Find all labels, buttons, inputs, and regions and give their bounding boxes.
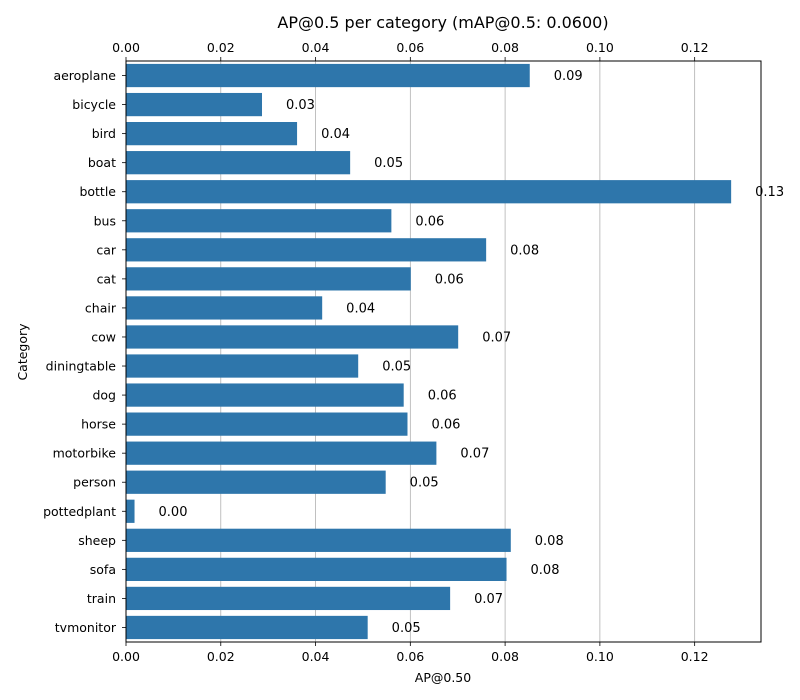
bar bbox=[126, 412, 408, 436]
data-label: 0.06 bbox=[435, 272, 464, 287]
y-tick-label: pottedplant bbox=[43, 504, 116, 519]
y-tick-label: tvmonitor bbox=[55, 620, 117, 635]
data-label: 0.00 bbox=[159, 505, 188, 520]
y-tick-label: person bbox=[73, 475, 116, 490]
bar bbox=[126, 615, 368, 640]
bar bbox=[126, 325, 459, 349]
bar bbox=[126, 586, 451, 611]
bar bbox=[126, 238, 487, 262]
chart-title: AP@0.5 per category (mAP@0.5: 0.0600) bbox=[277, 13, 608, 32]
y-tick-label: sofa bbox=[90, 562, 116, 577]
y-tick-label: boat bbox=[88, 155, 116, 170]
y-tick-label: motorbike bbox=[53, 446, 117, 461]
data-label: 0.05 bbox=[382, 360, 411, 375]
data-label: 0.07 bbox=[460, 447, 489, 462]
data-label: 0.04 bbox=[321, 127, 350, 142]
bars bbox=[126, 63, 732, 640]
bar bbox=[126, 92, 263, 117]
y-tick-label: chair bbox=[85, 300, 117, 315]
bar bbox=[126, 267, 411, 291]
x-tick-label-bottom: 0.06 bbox=[396, 649, 424, 664]
bar bbox=[126, 122, 298, 146]
x-tick-label-top: 0.10 bbox=[586, 40, 614, 55]
x-tick-label-bottom: 0.04 bbox=[302, 649, 330, 664]
y-tick-label: cat bbox=[97, 271, 117, 286]
plot-frame bbox=[125, 60, 762, 643]
data-label: 0.06 bbox=[428, 389, 457, 404]
data-label: 0.06 bbox=[415, 214, 444, 229]
data-labels: 0.09 0.03 0.04 0.05 0.13 0.06 0.08 0.06 0.04 0.07… bbox=[159, 69, 785, 636]
bar bbox=[126, 209, 392, 233]
y-tick-label: bus bbox=[94, 213, 116, 228]
bar bbox=[126, 557, 507, 581]
data-label: 0.03 bbox=[286, 98, 315, 113]
data-label: 0.05 bbox=[374, 156, 403, 171]
bar bbox=[126, 151, 351, 175]
bar bbox=[126, 499, 135, 523]
x-tick-label-bottom: 0.02 bbox=[207, 649, 235, 664]
y-tick-label: bicycle bbox=[72, 97, 116, 112]
data-label: 0.08 bbox=[535, 534, 564, 549]
y-tick-label: aeroplane bbox=[53, 68, 116, 83]
y-axis: aeroplane bicycle bird boat bottle bus car cat c… bbox=[43, 68, 126, 635]
x-tick-label-bottom: 0.10 bbox=[586, 649, 614, 664]
x-axis-label: AP@0.50 bbox=[415, 670, 471, 685]
data-label: 0.05 bbox=[392, 621, 421, 636]
data-label: 0.05 bbox=[410, 476, 439, 491]
x-tick-label-top: 0.06 bbox=[396, 40, 424, 55]
y-tick-label: cow bbox=[91, 329, 116, 344]
bar bbox=[126, 441, 437, 465]
y-axis-label: Category bbox=[15, 323, 30, 381]
data-label: 0.06 bbox=[431, 418, 460, 433]
y-tick-label: sheep bbox=[78, 533, 116, 548]
data-label: 0.07 bbox=[482, 330, 511, 345]
bar bbox=[126, 354, 359, 378]
data-label: 0.04 bbox=[346, 301, 375, 316]
x-tick-label-bottom: 0.00 bbox=[112, 649, 140, 664]
bar bbox=[126, 383, 404, 407]
data-label: 0.09 bbox=[554, 69, 583, 84]
bar bbox=[126, 63, 530, 88]
x-tick-label-top: 0.00 bbox=[112, 40, 140, 55]
y-tick-label: car bbox=[96, 242, 117, 257]
bottom-x-axis: 0.00 0.02 0.04 0.06 0.08 0.10 0.12 bbox=[112, 642, 709, 664]
x-tick-label-top: 0.12 bbox=[681, 40, 709, 55]
data-label: 0.08 bbox=[510, 243, 539, 258]
x-tick-label-bottom: 0.08 bbox=[491, 649, 519, 664]
y-tick-label: bottle bbox=[79, 184, 116, 199]
y-tick-label: horse bbox=[81, 417, 116, 432]
data-label: 0.13 bbox=[755, 185, 784, 200]
data-label: 0.07 bbox=[474, 592, 503, 607]
top-x-axis: 0.00 0.02 0.04 0.06 0.08 0.10 0.12 bbox=[112, 40, 709, 61]
x-tick-label-bottom: 0.12 bbox=[681, 649, 709, 664]
bar bbox=[126, 528, 511, 552]
data-label: 0.08 bbox=[531, 563, 560, 578]
x-tick-label-top: 0.02 bbox=[207, 40, 235, 55]
bar bbox=[126, 180, 732, 204]
y-tick-label: dog bbox=[92, 388, 116, 403]
bar bbox=[126, 470, 386, 494]
y-tick-label: bird bbox=[92, 126, 116, 141]
x-tick-label-top: 0.04 bbox=[302, 40, 330, 55]
x-tick-label-top: 0.08 bbox=[491, 40, 519, 55]
bar bbox=[126, 296, 323, 320]
y-tick-label: train bbox=[87, 591, 116, 606]
y-tick-label: diningtable bbox=[46, 359, 117, 374]
